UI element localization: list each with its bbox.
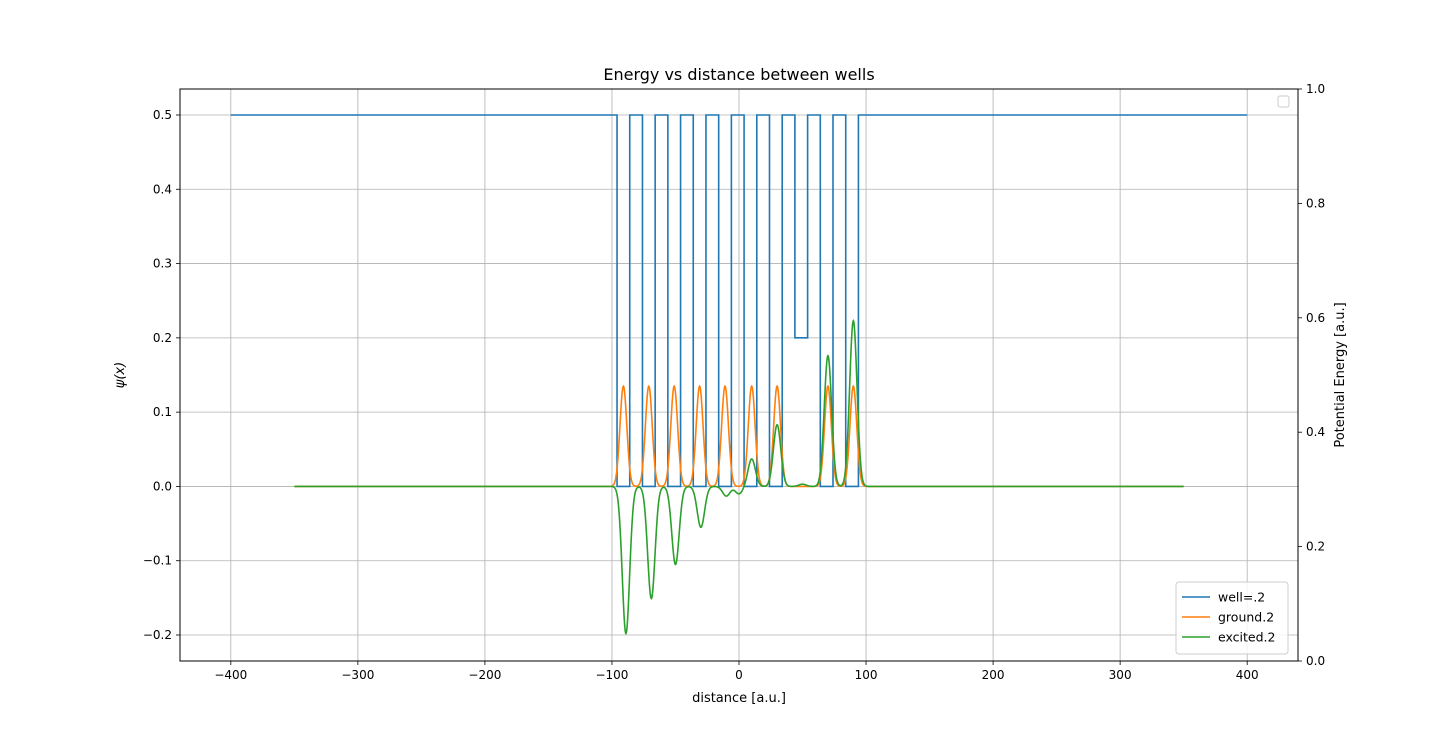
- x-tick-label-8: 400: [1236, 668, 1259, 682]
- x-axis: −400 −300 −200 −100 0 100 200 300 400: [214, 661, 1259, 682]
- legend-box: [1175, 581, 1289, 655]
- y2-tick-label-2: 0.4: [1306, 425, 1325, 439]
- x-tick-label-7: 300: [1109, 668, 1132, 682]
- y2-tick-label-1: 0.2: [1306, 540, 1325, 554]
- series-line-excited-2: [294, 319, 1184, 636]
- y-tick-label-6: 0.4: [153, 182, 172, 196]
- y-tick-label-1: −0.1: [143, 554, 172, 568]
- series-layer: [230, 114, 1248, 636]
- series-line-well-2: [230, 114, 1248, 488]
- y2-tick-label-0: 0.0: [1306, 654, 1325, 668]
- y2-axis-label: Potential Energy [a.u.]: [1333, 302, 1348, 447]
- x-tick-label-4: 0: [735, 668, 743, 682]
- y-tick-label-0: −0.2: [143, 628, 172, 642]
- grid: [180, 89, 1298, 661]
- x-tick-label-1: −300: [341, 668, 374, 682]
- y2-tick-label-4: 0.8: [1306, 196, 1325, 210]
- legend-entry-0: well=.2: [1218, 590, 1265, 605]
- x-tick-label-3: −100: [595, 668, 628, 682]
- legend-entry-2: excited.2: [1218, 630, 1275, 645]
- y2-tick-label-3: 0.6: [1306, 311, 1325, 325]
- y-axis-left: −0.2 −0.1 0.0 0.1 0.2 0.3 0.4 0.5: [143, 108, 180, 642]
- y-tick-label-5: 0.3: [153, 257, 172, 271]
- legend: well=.2 ground.2 excited.2: [1175, 581, 1289, 655]
- y-axis-right: 0.0 0.2 0.4 0.6 0.8 1.0: [1298, 82, 1325, 668]
- empty-legend-upper-right: [1277, 95, 1290, 108]
- x-tick-label-0: −400: [214, 668, 247, 682]
- legend-entry-1: ground.2: [1218, 610, 1274, 625]
- y-axis-label: ψ(x): [113, 362, 128, 388]
- x-tick-label-5: 100: [855, 668, 878, 682]
- y2-tick-label-5: 1.0: [1306, 82, 1325, 96]
- x-tick-label-2: −200: [468, 668, 501, 682]
- x-tick-label-6: 200: [982, 668, 1005, 682]
- y-tick-label-4: 0.2: [153, 331, 172, 345]
- empty-legend-box: [1277, 95, 1290, 108]
- y-tick-label-3: 0.1: [153, 405, 172, 419]
- y-tick-label-2: 0.0: [153, 479, 172, 493]
- x-axis-label: distance [a.u.]: [692, 691, 786, 706]
- y-tick-label-7: 0.5: [153, 108, 172, 122]
- chart-title: Energy vs distance between wells: [603, 65, 874, 84]
